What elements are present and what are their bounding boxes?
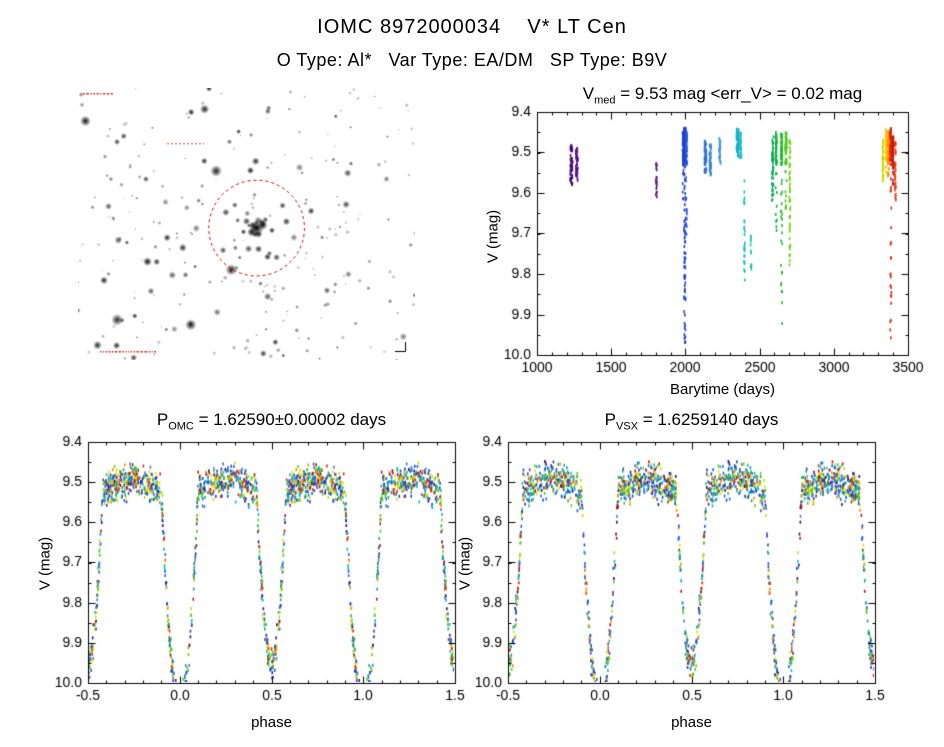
vsx-phase-plot-title-rest: = 1.6259140 days: [637, 410, 779, 429]
time-plot-title-main: V: [582, 84, 595, 103]
time-plot-title: Vmed = 9.53 mag <err_V> = 0.02 mag: [537, 84, 908, 106]
vsx-phase-plot-xlabel: phase: [671, 714, 712, 731]
omc-phase-plot-ylabel: V (mag): [36, 536, 54, 591]
omc-phase-plot-title-rest: = 1.62590±0.00002 days: [193, 410, 387, 429]
time-plot-xlabel: Barytime (days): [669, 381, 776, 398]
page-title: IOMC 8972000034 V* LT Cen: [317, 16, 627, 38]
page-subtitle: O Type: Al* Var Type: EA/DM SP Type: B9V: [276, 50, 668, 70]
omc-phase-plot-title-main: P: [156, 410, 169, 429]
omc-phase-plot-xlabel: phase: [251, 714, 292, 731]
vsx-phase-plot-title-main: P: [604, 410, 616, 429]
vsx-phase-plot-ylabel: V (mag): [456, 536, 474, 591]
vsx-phase-folded-plot: [450, 428, 900, 728]
omc-phase-folded-plot: [30, 428, 480, 728]
time-plot-ylabel: V (mag): [484, 209, 502, 264]
time-lightcurve-plot: [480, 100, 930, 400]
finder-chart-image: [78, 88, 415, 360]
time-plot-title-rest: = 9.53 mag <err_V> = 0.02 mag: [615, 84, 863, 103]
